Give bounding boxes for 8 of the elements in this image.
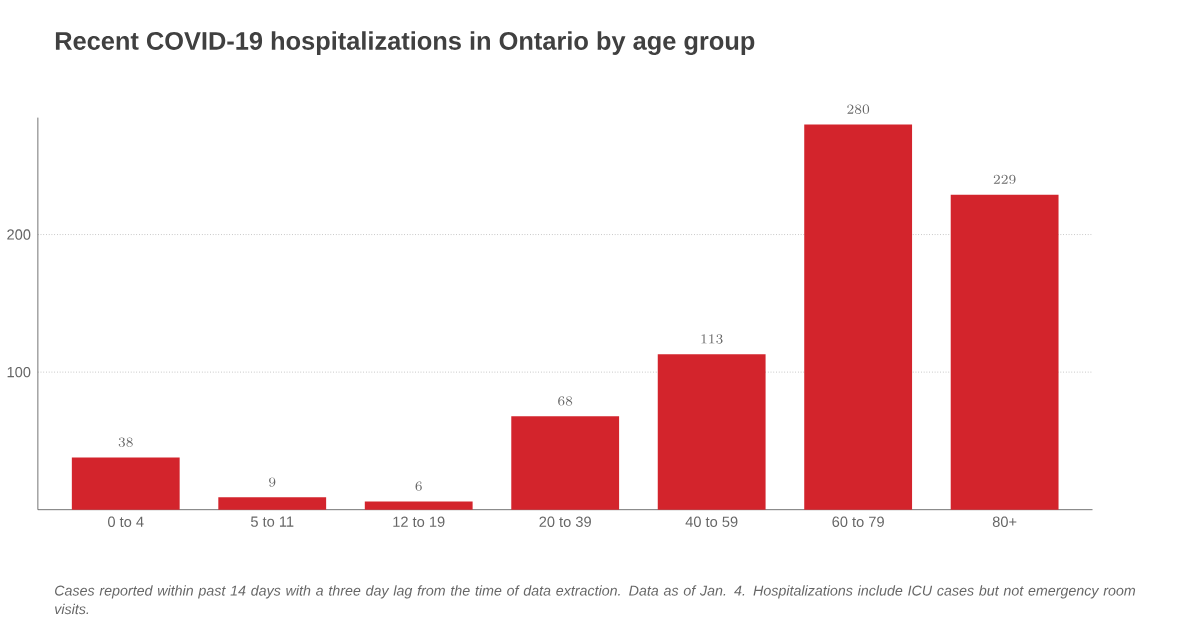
bar xyxy=(364,501,473,511)
bar xyxy=(657,354,766,511)
bar xyxy=(71,457,180,511)
bar xyxy=(950,195,1059,511)
bar xyxy=(804,124,913,511)
chart-title: Recent COVID-19 hospitalizations in Ontario by age group xyxy=(55,31,755,56)
bar xyxy=(511,416,620,511)
bar xyxy=(218,497,327,511)
